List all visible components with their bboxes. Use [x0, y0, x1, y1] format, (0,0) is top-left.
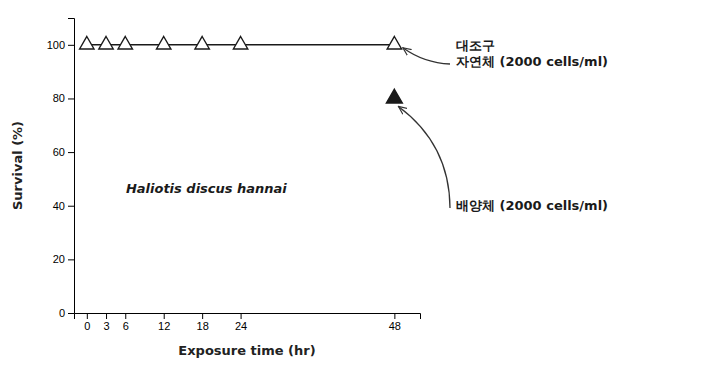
y-tick: 80 — [53, 92, 74, 104]
y-tick: 20 — [53, 253, 74, 265]
y-tick-mark — [68, 45, 74, 46]
y-tick-mark — [68, 259, 74, 260]
series-marker — [118, 36, 132, 48]
annotation-text: Haliotis discus hannai — [126, 181, 287, 196]
y-tick-mark — [68, 206, 74, 207]
chart: 0 3 6 12 18 24 48 0 20 40 60 80 100 Exposure time (hr… — [0, 0, 720, 371]
x-tick-mark — [87, 313, 88, 319]
x-tick: 18 — [197, 313, 209, 332]
x-tick-mark — [106, 313, 107, 319]
x-tick-label: 3 — [103, 320, 109, 332]
series-marker — [387, 36, 401, 48]
y-tick-label: 80 — [53, 92, 65, 104]
series-marker — [156, 36, 170, 48]
y-tick: 0 — [59, 307, 74, 319]
series-marker — [233, 36, 247, 48]
y-axis: 0 20 40 60 80 100 — [47, 19, 75, 320]
y-tick: 40 — [53, 200, 74, 212]
annotation-text: 배양체 (2000 cells/ml) — [456, 198, 608, 213]
series-marker — [99, 36, 113, 48]
y-tick: 60 — [53, 146, 74, 158]
x-tick-label: 6 — [123, 320, 129, 332]
series-marker — [386, 89, 402, 103]
x-tick-mark — [241, 313, 242, 319]
series — [386, 89, 402, 103]
annotation-text: 대조구 — [456, 38, 495, 53]
x-tick-mark — [202, 313, 203, 319]
y-tick-label: 100 — [47, 39, 65, 51]
x-tick-label: 48 — [389, 320, 401, 332]
marks — [80, 36, 403, 103]
x-tick-mark — [394, 313, 395, 319]
annotation-arrow — [403, 48, 450, 64]
x-tick-label: 18 — [197, 320, 209, 332]
x-axis-line — [75, 314, 421, 320]
x-tick: 0 — [84, 313, 90, 332]
annotations: Haliotis discus hannai 대조구자연체 (2000 cells… — [126, 38, 608, 213]
annotation-text: 자연체 (2000 cells/ml) — [456, 54, 608, 69]
x-tick: 6 — [123, 313, 129, 332]
y-tick-label: 40 — [53, 200, 65, 212]
x-axis-title: Exposure time (hr) — [178, 343, 315, 358]
plot: 0 3 6 12 18 24 48 0 20 40 60 80 100 — [47, 19, 421, 332]
annotation-arrow — [398, 106, 450, 208]
x-tick-mark — [164, 313, 165, 319]
x-tick: 24 — [235, 313, 247, 332]
series — [80, 36, 402, 48]
x-tick-label: 12 — [158, 320, 170, 332]
y-axis-line — [68, 19, 75, 314]
x-tick: 48 — [389, 313, 401, 332]
y-tick-mark — [68, 313, 74, 314]
x-tick-label: 24 — [235, 320, 247, 332]
y-tick-label: 20 — [53, 253, 65, 265]
x-tick: 12 — [158, 313, 170, 332]
y-tick: 100 — [47, 39, 74, 51]
y-tick-mark — [68, 98, 74, 99]
series-marker — [195, 36, 209, 48]
x-tick-mark — [125, 313, 126, 319]
x-axis: 0 3 6 12 18 24 48 — [75, 313, 421, 332]
y-tick-mark — [68, 152, 74, 153]
x-tick-label: 0 — [84, 320, 90, 332]
y-tick-label: 60 — [53, 146, 65, 158]
y-tick-label: 0 — [59, 307, 65, 319]
series-marker — [80, 36, 94, 48]
x-tick: 3 — [103, 313, 109, 332]
y-axis-title: Survival (%) — [10, 121, 25, 210]
